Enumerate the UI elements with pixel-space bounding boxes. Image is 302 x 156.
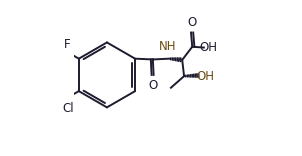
Text: O: O [187, 16, 196, 29]
Text: O: O [148, 79, 157, 92]
Text: NH: NH [159, 40, 177, 53]
Text: OH: OH [200, 41, 218, 54]
Text: Cl: Cl [63, 102, 74, 115]
Text: OH: OH [196, 70, 214, 83]
Text: F: F [64, 38, 71, 51]
